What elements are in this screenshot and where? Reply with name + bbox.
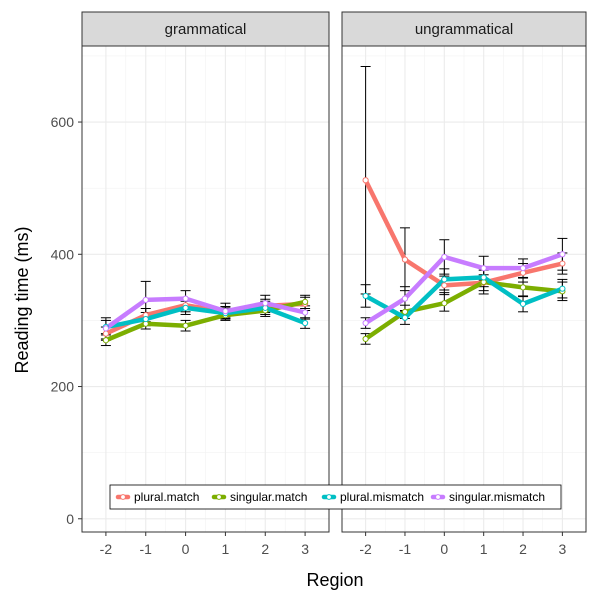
strip-grammatical	[81, 11, 330, 47]
data-point	[362, 292, 369, 300]
data-point	[559, 251, 566, 258]
data-point	[519, 284, 527, 291]
x-tick-label: -1	[140, 541, 153, 557]
data-point	[441, 282, 448, 289]
x-tick-label: 3	[301, 541, 309, 557]
data-point	[301, 319, 309, 327]
data-point	[142, 296, 149, 304]
y-tick-label: 600	[51, 114, 75, 130]
series-line-singular.mismatch	[363, 252, 565, 326]
panel-grammatical: grammatical	[81, 11, 330, 533]
strip-label-ungrammatical: ungrammatical	[415, 21, 513, 38]
y-tick-label: 400	[51, 246, 75, 262]
strip-label-grammatical: grammatical	[165, 21, 247, 38]
data-point	[519, 300, 527, 307]
y-tick-label: 0	[66, 511, 74, 527]
data-point	[559, 260, 566, 267]
legend: plural.match singular.match plural.mismatc…	[109, 484, 562, 510]
data-point	[182, 322, 189, 329]
data-point	[301, 309, 309, 316]
x-tick-label: -1	[399, 541, 412, 557]
data-point	[441, 276, 448, 283]
panel-border	[341, 45, 587, 533]
data-point	[262, 300, 269, 307]
data-point	[480, 265, 487, 272]
legend-label-singular.match: singular.match	[230, 490, 307, 504]
legend-label-plural.mismatch: plural.mismatch	[340, 490, 424, 504]
x-tick-label: 3	[558, 541, 566, 557]
data-point	[362, 177, 369, 184]
data-point	[362, 319, 369, 327]
data-point	[480, 274, 487, 281]
data-point	[222, 308, 229, 315]
data-point	[401, 295, 409, 302]
x-tick-label: -2	[359, 541, 372, 557]
data-point	[142, 315, 149, 323]
series-line-plural.mismatch	[103, 305, 308, 330]
x-tick-label: 1	[480, 541, 488, 557]
x-axis-title: Region	[306, 570, 363, 590]
data-point	[441, 253, 448, 261]
x-tick-label: 0	[182, 541, 190, 557]
y-axis-title: Reading time (ms)	[12, 226, 32, 373]
data-point	[102, 337, 110, 344]
data-point	[182, 295, 189, 302]
data-point	[441, 300, 448, 307]
data-point	[102, 325, 110, 332]
data-point	[559, 285, 566, 292]
legend-label-plural.match: plural.match	[134, 490, 199, 504]
panel-border	[81, 45, 330, 533]
legend-key-point	[435, 494, 441, 500]
legend-key-point	[120, 494, 126, 500]
x-tick-label: 2	[261, 541, 269, 557]
data-point	[519, 265, 527, 272]
legend-label-singular.mismatch: singular.mismatch	[449, 490, 545, 504]
y-tick-label: 200	[51, 379, 75, 395]
series-line-plural.mismatch	[363, 275, 565, 321]
data-point	[401, 256, 409, 263]
data-point	[401, 308, 409, 315]
series-line-singular.mismatch	[103, 296, 308, 331]
series-line-plural.match	[363, 177, 565, 288]
x-tick-label: 1	[222, 541, 230, 557]
legend-key-point	[216, 494, 222, 500]
data-point	[102, 330, 110, 337]
x-tick-label: -2	[100, 541, 113, 557]
data-point	[182, 304, 189, 311]
x-tick-label: 2	[519, 541, 527, 557]
panel-ungrammatical: ungrammatical	[341, 11, 587, 533]
x-tick-label: 0	[440, 541, 448, 557]
legend-key-point	[326, 494, 332, 500]
data-point	[401, 314, 409, 321]
data-point	[301, 298, 309, 305]
data-point	[362, 335, 369, 343]
